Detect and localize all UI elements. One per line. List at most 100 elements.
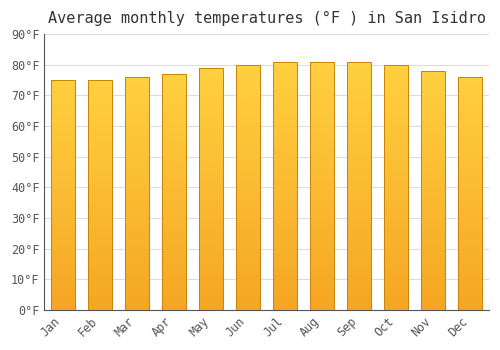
Bar — [384, 246, 408, 248]
Bar — [88, 167, 112, 170]
Bar — [458, 252, 482, 254]
Bar — [384, 97, 408, 99]
Bar — [125, 198, 149, 201]
Bar — [51, 114, 75, 117]
Bar — [422, 229, 446, 231]
Bar — [347, 72, 372, 74]
Bar — [422, 190, 446, 193]
Bar — [51, 250, 75, 252]
Bar — [347, 181, 372, 183]
Bar — [125, 163, 149, 166]
Bar — [422, 114, 446, 116]
Bar — [88, 172, 112, 174]
Bar — [236, 236, 260, 239]
Bar — [310, 228, 334, 230]
Bar — [51, 199, 75, 202]
Bar — [162, 149, 186, 152]
Bar — [310, 166, 334, 168]
Bar — [51, 101, 75, 103]
Bar — [125, 217, 149, 219]
Bar — [458, 138, 482, 140]
Bar — [458, 217, 482, 219]
Bar — [310, 250, 334, 253]
Bar — [310, 161, 334, 163]
Bar — [162, 180, 186, 182]
Bar — [273, 287, 297, 290]
Bar — [273, 173, 297, 176]
Bar — [236, 185, 260, 187]
Bar — [125, 89, 149, 91]
Bar — [236, 224, 260, 226]
Bar — [51, 301, 75, 303]
Bar — [384, 106, 408, 109]
Bar — [162, 79, 186, 81]
Bar — [347, 201, 372, 203]
Bar — [458, 280, 482, 282]
Bar — [125, 196, 149, 198]
Bar — [88, 128, 112, 131]
Bar — [347, 280, 372, 282]
Bar — [273, 86, 297, 89]
Bar — [310, 86, 334, 89]
Bar — [51, 234, 75, 236]
Bar — [273, 193, 297, 196]
Bar — [273, 109, 297, 111]
Bar — [88, 114, 112, 117]
Bar — [384, 307, 408, 310]
Bar — [347, 109, 372, 111]
Bar — [162, 145, 186, 147]
Bar — [310, 168, 334, 171]
Bar — [125, 191, 149, 194]
Bar — [458, 235, 482, 238]
Bar — [422, 245, 446, 248]
Bar — [347, 233, 372, 235]
Bar — [51, 145, 75, 147]
Bar — [236, 290, 260, 293]
Bar — [310, 253, 334, 255]
Bar — [347, 106, 372, 109]
Bar — [199, 276, 223, 278]
Bar — [347, 273, 372, 275]
Bar — [273, 201, 297, 203]
Bar — [347, 159, 372, 161]
Bar — [125, 228, 149, 231]
Bar — [422, 236, 446, 238]
Bar — [458, 175, 482, 177]
Bar — [458, 256, 482, 259]
Bar — [51, 124, 75, 126]
Bar — [347, 74, 372, 77]
Bar — [458, 286, 482, 289]
Bar — [236, 158, 260, 160]
Bar — [125, 103, 149, 105]
Bar — [236, 246, 260, 248]
Bar — [384, 187, 408, 190]
Bar — [458, 110, 482, 112]
Bar — [88, 186, 112, 188]
Bar — [347, 161, 372, 163]
Bar — [384, 305, 408, 307]
Bar — [310, 141, 334, 144]
Bar — [347, 270, 372, 273]
Bar — [384, 65, 408, 67]
Bar — [384, 84, 408, 87]
Bar — [458, 224, 482, 226]
Bar — [51, 287, 75, 289]
Bar — [199, 191, 223, 194]
Bar — [273, 273, 297, 275]
Bar — [310, 116, 334, 119]
Bar — [125, 187, 149, 189]
Bar — [51, 147, 75, 149]
Bar — [273, 223, 297, 225]
Bar — [458, 168, 482, 170]
Bar — [273, 79, 297, 82]
Bar — [347, 86, 372, 89]
Bar — [458, 233, 482, 235]
Bar — [236, 170, 260, 173]
Bar — [88, 151, 112, 154]
Bar — [458, 263, 482, 266]
Bar — [162, 258, 186, 260]
Title: Average monthly temperatures (°F ) in San Isidro: Average monthly temperatures (°F ) in Sa… — [48, 11, 486, 26]
Bar — [88, 131, 112, 133]
Bar — [310, 302, 334, 305]
Bar — [88, 239, 112, 241]
